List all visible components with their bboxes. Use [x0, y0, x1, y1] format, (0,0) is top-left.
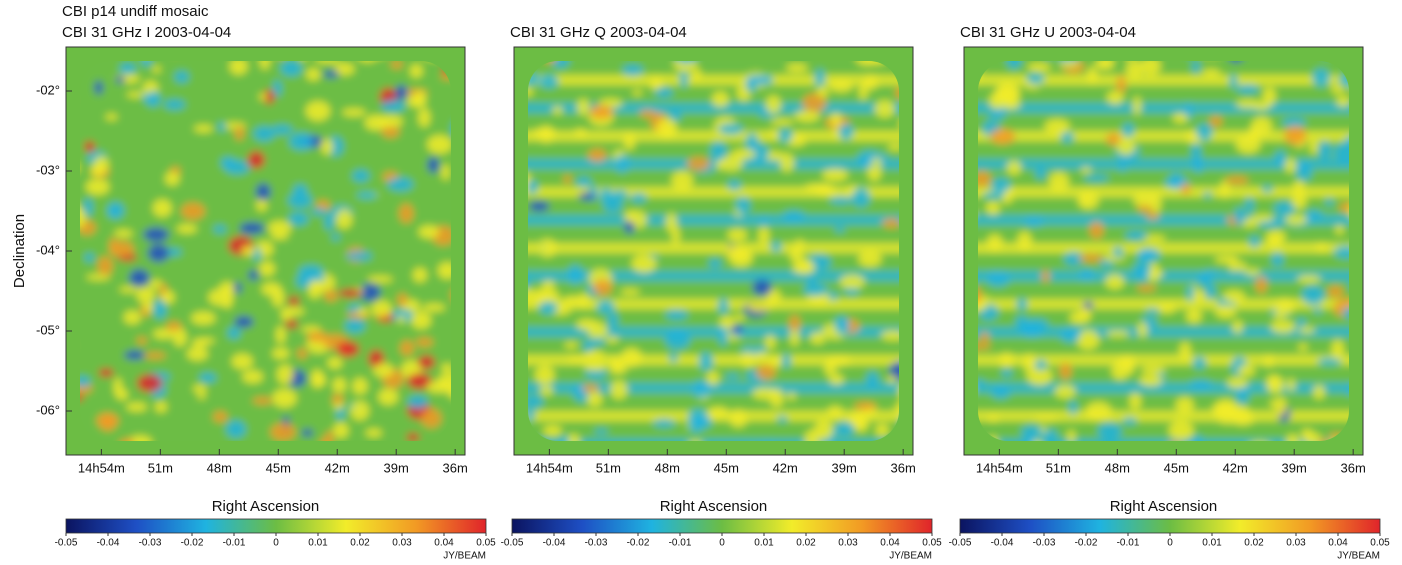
- colorbar: [959, 518, 1381, 534]
- x-tick-label: 14h54m: [526, 460, 573, 475]
- colorbar-tick-label: -0.05: [501, 538, 524, 549]
- colorbar-unit: JY/BEAM: [889, 551, 932, 562]
- colorbar-tick-label: 0.03: [392, 538, 412, 549]
- colorbar-tick-label: 0.05: [1370, 538, 1390, 549]
- colorbar-tick-label: -0.02: [627, 538, 650, 549]
- colorbar-tick-label: -0.01: [223, 538, 246, 549]
- y-axis-label: Declination: [11, 214, 28, 288]
- colorbar-tick-label: 0: [273, 538, 279, 549]
- map-texture: [978, 61, 1349, 441]
- colorbar-tick-label: 0.05: [476, 538, 496, 549]
- colorbar-tick-label: 0: [719, 538, 725, 549]
- x-tick-label: 14h54m: [976, 460, 1023, 475]
- x-tick-label: 36m: [443, 460, 468, 475]
- colorbar-tick-label: -0.02: [181, 538, 204, 549]
- x-tick-label: 39m: [1282, 460, 1307, 475]
- colorbar-tick-label: -0.05: [949, 538, 972, 549]
- map-texture: [528, 61, 899, 441]
- colorbar-tick-label: 0: [1167, 538, 1173, 549]
- x-tick-label: 14h54m: [78, 460, 125, 475]
- x-tick-label: 51m: [1046, 460, 1071, 475]
- x-tick-label: 36m: [891, 460, 916, 475]
- colorbar-tick-label: 0.03: [1286, 538, 1306, 549]
- colorbar-tick-label: -0.04: [97, 538, 120, 549]
- x-tick-label: 48m: [207, 460, 232, 475]
- x-axis-label: Right Ascension: [1110, 498, 1218, 515]
- colorbar-unit: JY/BEAM: [1337, 551, 1380, 562]
- x-tick-label: 42m: [325, 460, 350, 475]
- colorbar: [511, 518, 933, 534]
- colorbar-tick-label: -0.04: [991, 538, 1014, 549]
- chart-title: CBI 31 GHz U 2003-04-04: [960, 24, 1136, 41]
- x-tick-label: 45m: [1164, 460, 1189, 475]
- x-tick-label: 42m: [773, 460, 798, 475]
- colorbar-tick-label: -0.01: [1117, 538, 1140, 549]
- colorbar-tick-label: -0.03: [585, 538, 608, 549]
- colorbar: [65, 518, 487, 534]
- colorbar-tick-label: 0.02: [350, 538, 370, 549]
- x-tick-label: 42m: [1223, 460, 1248, 475]
- map-texture: [80, 61, 451, 441]
- colorbar-tick-label: 0.04: [434, 538, 454, 549]
- x-tick-label: 51m: [148, 460, 173, 475]
- colorbar-tick-label: -0.03: [1033, 538, 1056, 549]
- y-tick-label: -04°: [36, 242, 60, 257]
- colorbar-tick-label: 0.02: [1244, 538, 1264, 549]
- x-tick-label: 36m: [1341, 460, 1366, 475]
- colorbar-tick-label: -0.04: [543, 538, 566, 549]
- colorbar-tick-label: -0.01: [669, 538, 692, 549]
- x-tick-label: 48m: [1105, 460, 1130, 475]
- colorbar-tick-label: 0.01: [308, 538, 328, 549]
- x-tick-label: 51m: [596, 460, 621, 475]
- colorbar-unit: JY/BEAM: [443, 551, 486, 562]
- x-tick-label: 45m: [714, 460, 739, 475]
- colorbar-tick-label: 0.04: [1328, 538, 1348, 549]
- x-tick-label: 45m: [266, 460, 291, 475]
- chart-subtitle: CBI 31 GHz I 2003-04-04: [62, 24, 231, 41]
- colorbar-tick-label: -0.02: [1075, 538, 1098, 549]
- colorbar-tick-label: 0.04: [880, 538, 900, 549]
- colorbar-tick-label: 0.01: [754, 538, 774, 549]
- chart-title: CBI p14 undiff mosaic: [62, 3, 209, 20]
- x-axis-label: Right Ascension: [660, 498, 768, 515]
- colorbar-tick-label: 0.01: [1202, 538, 1222, 549]
- colorbar-tick-label: -0.05: [55, 538, 78, 549]
- colorbar-tick-label: 0.03: [838, 538, 858, 549]
- colorbar-tick-label: -0.03: [139, 538, 162, 549]
- colorbar-tick-label: 0.05: [922, 538, 942, 549]
- chart-title: CBI 31 GHz Q 2003-04-04: [510, 24, 687, 41]
- x-tick-label: 39m: [384, 460, 409, 475]
- y-tick-label: -06°: [36, 402, 60, 417]
- x-tick-label: 48m: [655, 460, 680, 475]
- x-axis-label: Right Ascension: [212, 498, 320, 515]
- colorbar-tick-label: 0.02: [796, 538, 816, 549]
- x-tick-label: 39m: [832, 460, 857, 475]
- y-tick-label: -05°: [36, 322, 60, 337]
- y-tick-label: -02°: [36, 82, 60, 97]
- y-tick-label: -03°: [36, 162, 60, 177]
